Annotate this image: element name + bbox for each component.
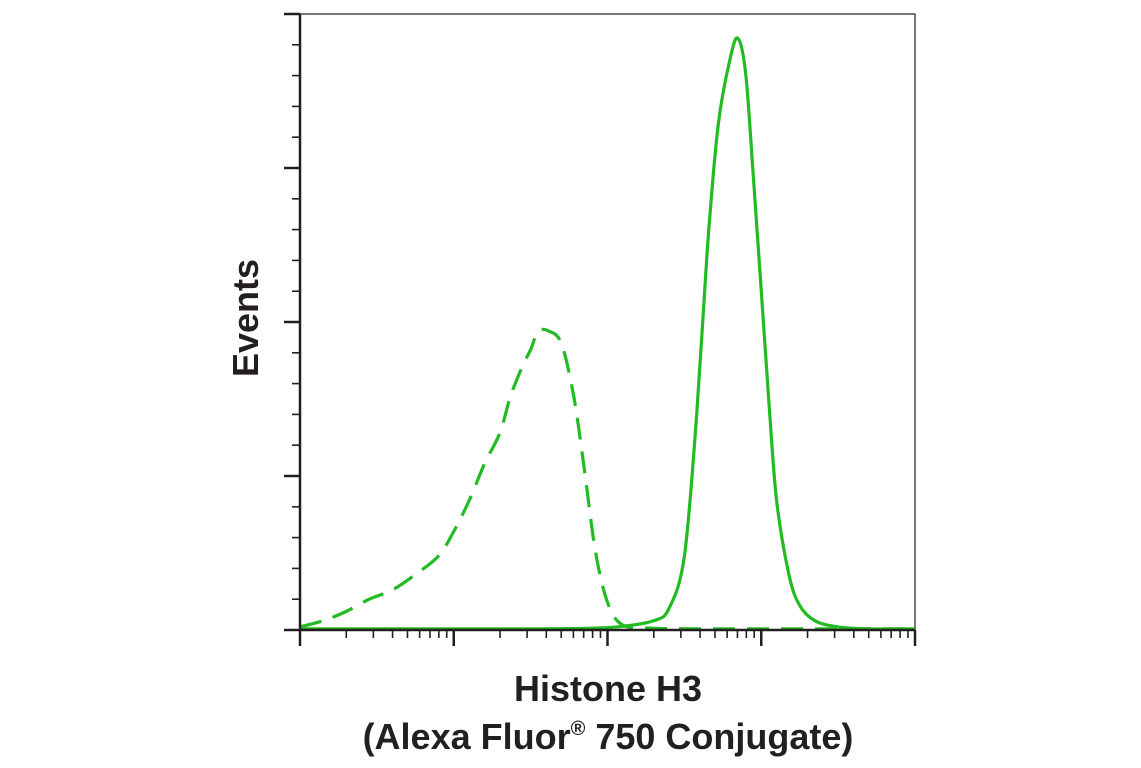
plot-frame [299,13,916,631]
x-axis-title-line1: Histone H3 [514,668,702,709]
x-axis-title-line2-pre: (Alexa Fluor [363,716,571,757]
x-axis-ticks [298,630,917,646]
registered-mark: ® [571,718,586,740]
series-line-dashed [299,327,915,631]
series-line-solid [299,36,916,631]
x-axis-title-line2-post: 750 Conjugate) [585,716,853,757]
series-group [299,36,916,631]
x-axis-title-line2: (Alexa Fluor® 750 Conjugate) [363,716,854,757]
y-axis-title: Events [225,259,266,377]
y-axis-ticks [284,12,300,632]
